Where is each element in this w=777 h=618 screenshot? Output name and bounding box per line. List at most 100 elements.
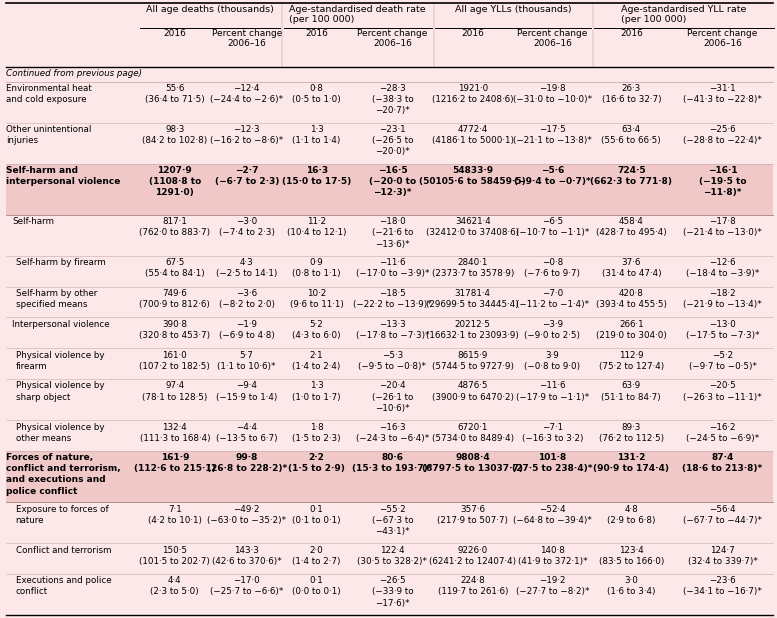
Text: Percent change
2006–16: Percent change 2006–16 bbox=[688, 29, 758, 48]
Text: 122·4
(30·5 to 328·2)*: 122·4 (30·5 to 328·2)* bbox=[357, 546, 427, 565]
Text: −12·6
(−18·4 to −3·9)*: −12·6 (−18·4 to −3·9)* bbox=[686, 258, 759, 279]
Text: −19·8
(−31·0 to −10·0)*: −19·8 (−31·0 to −10·0)* bbox=[513, 84, 592, 104]
Text: Physical violence by
other means: Physical violence by other means bbox=[16, 423, 104, 442]
Text: 390·8
(320·8 to 453·7): 390·8 (320·8 to 453·7) bbox=[139, 320, 211, 340]
Text: Forces of nature,
conflict and terrorism,
and executions and
police conflict: Forces of nature, conflict and terrorism… bbox=[6, 453, 121, 496]
Text: 87·4
(18·6 to 213·8)*: 87·4 (18·6 to 213·8)* bbox=[682, 453, 763, 473]
Text: −7·1
(−16·3 to 3·2): −7·1 (−16·3 to 3·2) bbox=[521, 423, 584, 442]
Text: 2·0
(1·4 to 2·7): 2·0 (1·4 to 2·7) bbox=[292, 546, 341, 565]
Text: 143·3
(42·6 to 370·6)*: 143·3 (42·6 to 370·6)* bbox=[212, 546, 281, 565]
Text: 150·5
(101·5 to 202·7): 150·5 (101·5 to 202·7) bbox=[139, 546, 211, 565]
Text: 63·4
(55·6 to 66·5): 63·4 (55·6 to 66·5) bbox=[601, 125, 661, 145]
Text: 31781·4
(29699·5 to 34445·4): 31781·4 (29699·5 to 34445·4) bbox=[427, 289, 519, 309]
Text: Interpersonal violence: Interpersonal violence bbox=[12, 320, 110, 329]
Text: 2840·1
(2373·7 to 3578·9): 2840·1 (2373·7 to 3578·9) bbox=[431, 258, 514, 279]
Text: −1·9
(−6·9 to 4·8): −1·9 (−6·9 to 4·8) bbox=[219, 320, 274, 340]
Text: −49·2
(−63·0 to −35·2)*: −49·2 (−63·0 to −35·2)* bbox=[207, 504, 286, 525]
Text: Exposure to forces of
nature: Exposure to forces of nature bbox=[16, 504, 108, 525]
Text: Continued from previous page): Continued from previous page) bbox=[6, 69, 142, 78]
Text: 132·4
(111·3 to 168·4): 132·4 (111·3 to 168·4) bbox=[140, 423, 210, 442]
Text: 1·8
(1·5 to 2·3): 1·8 (1·5 to 2·3) bbox=[292, 423, 341, 442]
Text: 89·3
(76·2 to 112·5): 89·3 (76·2 to 112·5) bbox=[599, 423, 664, 442]
Text: 1·3
(1·1 to 1·4): 1·3 (1·1 to 1·4) bbox=[292, 125, 341, 145]
Text: 140·8
(41·9 to 372·1)*: 140·8 (41·9 to 372·1)* bbox=[517, 546, 587, 565]
Text: 4·8
(2·9 to 6·8): 4·8 (2·9 to 6·8) bbox=[607, 504, 656, 525]
Text: 224·8
(119·7 to 261·6): 224·8 (119·7 to 261·6) bbox=[437, 577, 508, 596]
Text: 9226·0
(6241·2 to 12407·4): 9226·0 (6241·2 to 12407·4) bbox=[429, 546, 517, 565]
Text: −11·6
(−17·0 to −3·9)*: −11·6 (−17·0 to −3·9)* bbox=[356, 258, 429, 279]
Text: 97·4
(78·1 to 128·5): 97·4 (78·1 to 128·5) bbox=[142, 381, 207, 402]
Text: 6720·1
(5734·0 to 8489·4): 6720·1 (5734·0 to 8489·4) bbox=[432, 423, 514, 442]
Text: −16·2
(−24·5 to −6·9)*: −16·2 (−24·5 to −6·9)* bbox=[686, 423, 759, 442]
Text: −3·6
(−8·2 to 2·0): −3·6 (−8·2 to 2·0) bbox=[218, 289, 275, 309]
Text: 161·0
(107·2 to 182·5): 161·0 (107·2 to 182·5) bbox=[139, 350, 211, 371]
Bar bbox=[6, 379, 773, 420]
Text: Age-standardised death rate
(per 100 000): Age-standardised death rate (per 100 000… bbox=[290, 5, 426, 24]
Text: 1207·9
(1108·8 to
1291·0): 1207·9 (1108·8 to 1291·0) bbox=[148, 166, 201, 197]
Text: Physical violence by
sharp object: Physical violence by sharp object bbox=[16, 381, 104, 402]
Text: 63·9
(51·1 to 84·7): 63·9 (51·1 to 84·7) bbox=[601, 381, 661, 402]
Text: −12·4
(−24·4 to −2·6)*: −12·4 (−24·4 to −2·6)* bbox=[210, 84, 284, 104]
Bar bbox=[6, 164, 773, 215]
Text: −12·3
(−16·2 to −8·6)*: −12·3 (−16·2 to −8·6)* bbox=[210, 125, 284, 145]
Text: −18·2
(−21·9 to −13·4)*: −18·2 (−21·9 to −13·4)* bbox=[683, 289, 762, 309]
Text: −11·6
(−17·9 to −1·1)*: −11·6 (−17·9 to −1·1)* bbox=[516, 381, 589, 402]
Text: 54833·9
(50105·6 to 58459·5): 54833·9 (50105·6 to 58459·5) bbox=[420, 166, 526, 186]
Text: −7·0
(−11·2 to −1·4)*: −7·0 (−11·2 to −1·4)* bbox=[516, 289, 589, 309]
Text: 1·3
(1·0 to 1·7): 1·3 (1·0 to 1·7) bbox=[292, 381, 341, 402]
Bar bbox=[6, 215, 773, 256]
Text: 131·2
(90·9 to 174·4): 131·2 (90·9 to 174·4) bbox=[594, 453, 669, 473]
Text: 4876·5
(3900·9 to 6470·2): 4876·5 (3900·9 to 6470·2) bbox=[432, 381, 514, 402]
Bar bbox=[6, 287, 773, 318]
Text: 98·3
(84·2 to 102·8): 98·3 (84·2 to 102·8) bbox=[142, 125, 207, 145]
Text: Percent change
2006–16: Percent change 2006–16 bbox=[517, 29, 587, 48]
Text: −6·5
(−10·7 to −1·1)*: −6·5 (−10·7 to −1·1)* bbox=[516, 218, 589, 237]
Text: −31·1
(−41·3 to −22·8)*: −31·1 (−41·3 to −22·8)* bbox=[683, 84, 762, 104]
Text: −16·3
(−24·3 to −6·4)*: −16·3 (−24·3 to −6·4)* bbox=[356, 423, 429, 442]
Bar bbox=[6, 502, 773, 543]
Text: −18·5
(−22·2 to −13·9)*: −18·5 (−22·2 to −13·9)* bbox=[353, 289, 432, 309]
Text: −28·3
(−38·3 to
−20·7)*: −28·3 (−38·3 to −20·7)* bbox=[371, 84, 413, 115]
Text: 9808·4
(6797·5 to 13037·7): 9808·4 (6797·5 to 13037·7) bbox=[423, 453, 523, 473]
Text: 2·2
(1·5 to 2·9): 2·2 (1·5 to 2·9) bbox=[288, 453, 345, 473]
Text: 80·6
(15·3 to 193·7)*: 80·6 (15·3 to 193·7)* bbox=[352, 453, 433, 473]
Text: 34621·4
(32412·0 to 37408·6): 34621·4 (32412·0 to 37408·6) bbox=[427, 218, 519, 237]
Text: Percent change
2006–16: Percent change 2006–16 bbox=[357, 29, 427, 48]
Text: 2016: 2016 bbox=[305, 29, 328, 38]
Text: 67·5
(55·4 to 84·1): 67·5 (55·4 to 84·1) bbox=[145, 258, 204, 279]
Text: 4·4
(2·3 to 5·0): 4·4 (2·3 to 5·0) bbox=[151, 577, 199, 596]
Text: All age YLLs (thousands): All age YLLs (thousands) bbox=[455, 5, 572, 14]
Text: 2016: 2016 bbox=[462, 29, 484, 38]
Text: 55·6
(36·4 to 71·5): 55·6 (36·4 to 71·5) bbox=[145, 84, 204, 104]
Text: Executions and police
conflict: Executions and police conflict bbox=[16, 577, 111, 596]
Text: −17·5
(−21·1 to −13·8)*: −17·5 (−21·1 to −13·8)* bbox=[513, 125, 592, 145]
Text: 266·1
(219·0 to 304·0): 266·1 (219·0 to 304·0) bbox=[596, 320, 667, 340]
Text: 8615·9
(5744·5 to 9727·9): 8615·9 (5744·5 to 9727·9) bbox=[432, 350, 514, 371]
Text: −20·4
(−26·1 to
−10·6)*: −20·4 (−26·1 to −10·6)* bbox=[371, 381, 413, 413]
Text: 10·2
(9·6 to 11·1): 10·2 (9·6 to 11·1) bbox=[290, 289, 343, 309]
Text: −0·8
(−7·6 to 9·7): −0·8 (−7·6 to 9·7) bbox=[524, 258, 580, 279]
Text: Self-harm by other
specified means: Self-harm by other specified means bbox=[16, 289, 97, 309]
Text: 3·0
(1·6 to 3·4): 3·0 (1·6 to 3·4) bbox=[607, 577, 656, 596]
Text: Age-standardised YLL rate
(per 100 000): Age-standardised YLL rate (per 100 000) bbox=[622, 5, 747, 24]
Text: All age deaths (thousands): All age deaths (thousands) bbox=[146, 5, 274, 14]
Text: −16·1
(−19·5 to
−11·8)*: −16·1 (−19·5 to −11·8)* bbox=[699, 166, 747, 197]
Text: 458·4
(428·7 to 495·4): 458·4 (428·7 to 495·4) bbox=[596, 218, 667, 237]
Text: 2016: 2016 bbox=[163, 29, 186, 38]
Text: 2·1
(1·4 to 2·4): 2·1 (1·4 to 2·4) bbox=[292, 350, 341, 371]
Text: 749·6
(700·9 to 812·6): 749·6 (700·9 to 812·6) bbox=[139, 289, 211, 309]
Text: −5·3
(−9·5 to −0·8)*: −5·3 (−9·5 to −0·8)* bbox=[358, 350, 427, 371]
Text: −56·4
(−67·7 to −44·7)*: −56·4 (−67·7 to −44·7)* bbox=[683, 504, 762, 525]
Text: −20·5
(−26·3 to −11·1)*: −20·5 (−26·3 to −11·1)* bbox=[683, 381, 762, 402]
Text: −5·2
(−9·7 to −0·5)*: −5·2 (−9·7 to −0·5)* bbox=[688, 350, 757, 371]
Text: 817·1
(762·0 to 883·7): 817·1 (762·0 to 883·7) bbox=[139, 218, 211, 237]
Text: 123·4
(83·5 to 166·0): 123·4 (83·5 to 166·0) bbox=[598, 546, 664, 565]
Text: −9·4
(−15·9 to 1·4): −9·4 (−15·9 to 1·4) bbox=[216, 381, 277, 402]
Text: 26·3
(16·6 to 32·7): 26·3 (16·6 to 32·7) bbox=[601, 84, 661, 104]
Bar bbox=[6, 67, 773, 82]
Text: −23·1
(−26·5 to
−20·0)*: −23·1 (−26·5 to −20·0)* bbox=[371, 125, 413, 156]
Text: 101·8
(27·5 to 238·4)*: 101·8 (27·5 to 238·4)* bbox=[512, 453, 593, 473]
Text: 724·5
(662·3 to 771·8): 724·5 (662·3 to 771·8) bbox=[591, 166, 672, 186]
Bar bbox=[6, 420, 773, 451]
Text: 161·9
(112·6 to 215·1): 161·9 (112·6 to 215·1) bbox=[134, 453, 216, 473]
